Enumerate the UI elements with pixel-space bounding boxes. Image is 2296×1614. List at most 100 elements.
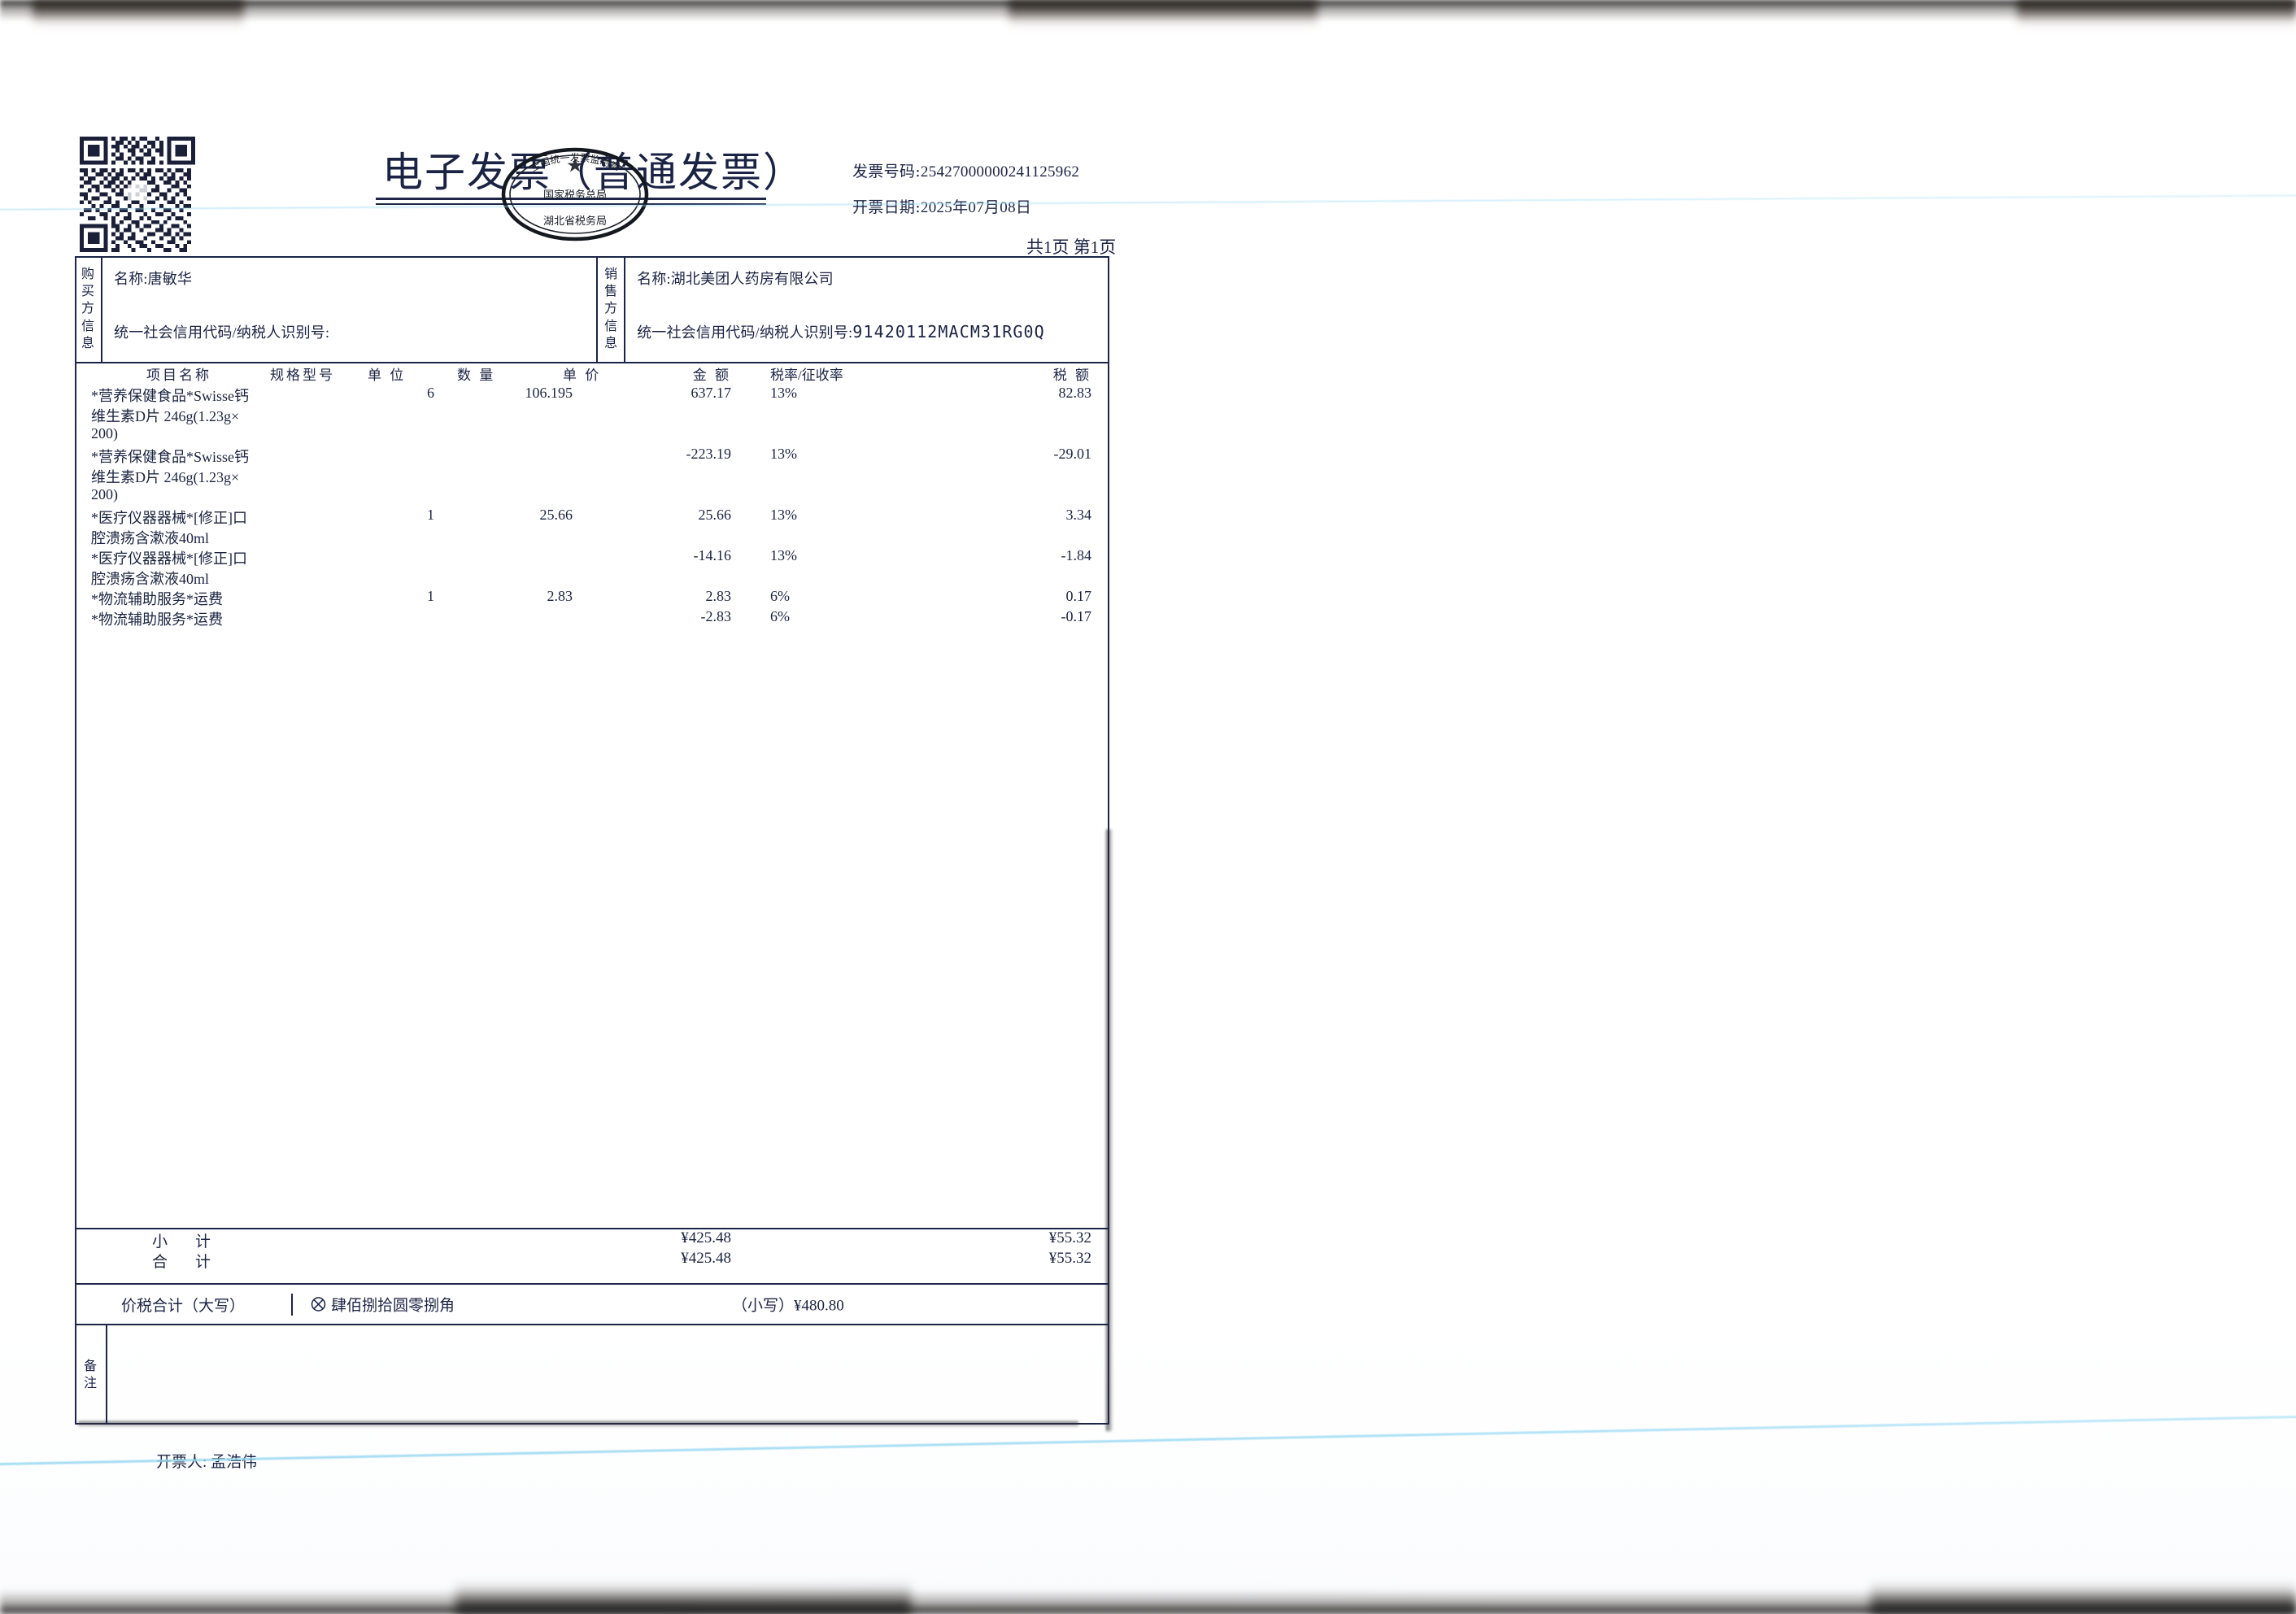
cell-item-name: *物流辅助服务*运费 (91, 591, 223, 607)
buyer-tax-line: 统一社会信用代码/纳税人识别号: (114, 321, 329, 342)
line-items-table: 项目名称 规格型号 单 位 数 量 单 价 金 额 税率/征收率 税 额 *营养… (75, 363, 1109, 1227)
party-information-row: 购 买 方 信 息 名称:唐敏华 统一社会信用代码/纳税人识别号: 销 售 方 … (75, 256, 1109, 363)
cell-tax: -0.17 (1061, 608, 1092, 624)
cell-price: 25.66 (539, 507, 573, 523)
table-row: 200) (75, 425, 1109, 446)
seller-tax-label: 统一社会信用代码/纳税人识别号: (637, 324, 853, 341)
cell-item-name: 200) (91, 425, 118, 442)
table-row: 腔溃疡含漱液40ml (75, 568, 1109, 588)
page-indicator: 共1页 第1页 (1026, 237, 1117, 257)
cell-rate: 6% (770, 608, 790, 624)
cell-tax: 0.17 (1065, 588, 1092, 604)
remark-row: 备 注 (75, 1325, 1109, 1425)
scan-shadow-right (1106, 829, 1113, 1431)
seller-tax-value: 91420112MACM31RG0Q (852, 322, 1045, 342)
cell-tax: 82.83 (1058, 385, 1092, 401)
buyer-name-label: 名称: (114, 271, 148, 287)
grand-total-body: 肆佰捌拾圆零捌角 （小写）¥480.80 (293, 1285, 1109, 1324)
buyer-side-label-c3: 方 (81, 302, 94, 316)
cell-item-name: *营养保健食品*Swisse钙 (91, 388, 250, 404)
subtotal-tax: ¥55.32 (1048, 1229, 1091, 1246)
table-row: 200) (75, 486, 1109, 507)
line-items-header: 项目名称 规格型号 单 位 数 量 单 价 金 额 税率/征收率 税 额 (75, 363, 1109, 385)
seller-side-label: 销 售 方 信 息 (598, 256, 626, 362)
cell-rate: 13% (770, 507, 797, 523)
table-row: *医疗仪器器械*[修正]口 -14.16 13% -1.84 (75, 547, 1109, 568)
col-header-price: 单 价 (563, 368, 602, 383)
table-row: *营养保健食品*Swisse钙 6 106.195 637.17 13% 82.83 (75, 385, 1109, 405)
crossed-circle-icon (311, 1297, 326, 1312)
seller-side-label-c3: 方 (604, 302, 618, 316)
seller-name-value: 湖北美团人药房有限公司 (670, 271, 834, 287)
cell-item-name: 维生素D片 246g(1.23g× (91, 469, 240, 485)
seller-name-label: 名称: (637, 271, 671, 287)
cell-item-name: 腔溃疡含漱液40ml (91, 571, 210, 587)
grand-total-numeric-wrap: （小写）¥480.80 (732, 1294, 844, 1316)
table-row: 腔溃疡含漱液40ml (75, 527, 1109, 547)
seller-tax-line: 统一社会信用代码/纳税人识别号:91420112MACM31RG0Q (637, 321, 1045, 342)
grand-total-row: 价税合计（大写） 肆佰捌拾圆零捌角 （小写）¥480.80 (75, 1283, 1109, 1325)
cell-tax: 3.34 (1065, 507, 1092, 523)
seller-side-label-c1: 销 (604, 268, 618, 282)
buyer-block: 购 买 方 信 息 名称:唐敏华 统一社会信用代码/纳税人识别号: (75, 256, 596, 362)
cell-item-name: *医疗仪器器械*[修正]口 (91, 510, 247, 526)
buyer-fields: 名称:唐敏华 统一社会信用代码/纳税人识别号: (102, 256, 596, 362)
seller-side-label-c5: 息 (604, 336, 618, 350)
scan-edge-artifact-bottom-right (1871, 1581, 2296, 1614)
invoice-date-line: 开票日期:2025年07月08日 (852, 195, 1031, 217)
scan-shadow-bottom (78, 1421, 1078, 1427)
cell-item-name: 维生素D片 246g(1.23g× (91, 408, 240, 424)
buyer-side-label-c2: 买 (81, 285, 94, 299)
table-row: 维生素D片 246g(1.23g× (75, 405, 1109, 425)
cell-rate: 13% (770, 385, 797, 401)
col-header-name: 项目名称 (146, 368, 211, 383)
cell-price: 106.195 (525, 385, 573, 401)
invoice-number-line: 发票号码:25427000000241125962 (852, 159, 1079, 181)
cell-rate: 6% (770, 588, 790, 604)
cell-item-name: 腔溃疡含漱液40ml (91, 530, 210, 546)
col-header-amount: 金 额 (692, 368, 731, 383)
scan-edge-artifact-bottom-left (455, 1581, 911, 1614)
invoice-number-value: 25427000000241125962 (920, 163, 1080, 181)
cell-amount: 25.66 (698, 507, 732, 523)
table-row: *物流辅助服务*运费 -2.83 6% -0.17 (75, 608, 1109, 629)
remark-value (107, 1325, 1109, 1425)
issuer-name: 孟浩伟 (211, 1454, 258, 1471)
qr-code[interactable] (80, 137, 195, 252)
invoice-date-label: 开票日期: (852, 198, 921, 216)
seller-fields: 名称:湖北美团人药房有限公司 统一社会信用代码/纳税人识别号:91420112M… (625, 256, 1109, 362)
issuer-label: 开票人: (156, 1454, 207, 1471)
remark-label: 备 注 (75, 1325, 107, 1425)
cell-rate: 13% (770, 547, 797, 563)
subtotal-label: 小计 (152, 1233, 239, 1251)
cell-amount: 2.83 (705, 588, 732, 604)
cell-item-name: *营养保健食品*Swisse钙 (91, 449, 250, 465)
buyer-side-label-c5: 息 (81, 336, 94, 350)
cell-qty: 1 (427, 507, 434, 523)
seller-name-line: 名称:湖北美团人药房有限公司 (637, 268, 834, 289)
cell-tax: -1.84 (1061, 547, 1092, 563)
grand-total-in-words: 肆佰捌拾圆零捌角 (331, 1297, 455, 1315)
buyer-side-label-c4: 信 (81, 319, 94, 333)
cell-amount: 637.17 (691, 385, 732, 401)
buyer-side-label-c1: 购 (81, 268, 94, 282)
table-row: 维生素D片 246g(1.23g× (75, 466, 1109, 486)
total-amount: ¥425.48 (681, 1250, 731, 1267)
cell-item-name: 200) (91, 486, 118, 502)
cell-item-name: *物流辅助服务*运费 (91, 611, 223, 628)
scan-edge-artifact-top-mid (1009, 0, 1318, 28)
grand-total-numeric: ¥480.80 (794, 1297, 844, 1315)
buyer-name-value: 唐敏华 (147, 271, 193, 287)
grand-total-words-wrap: 肆佰捌拾圆零捌角 (311, 1294, 455, 1316)
cell-qty: 6 (427, 385, 434, 401)
cell-tax: -29.01 (1053, 446, 1092, 462)
line-items-body: *营养保健食品*Swisse钙 6 106.195 637.17 13% 82.83 维生素… (75, 385, 1109, 629)
invoice-number-label: 发票号码: (852, 163, 921, 181)
table-row: *营养保健食品*Swisse钙 -223.19 13% -29.01 (75, 446, 1109, 466)
cell-rate: 13% (770, 446, 797, 462)
page-title: 电子发票（普通发票） (382, 149, 805, 196)
cell-price: 2.83 (547, 588, 573, 604)
cell-amount: -223.19 (686, 446, 732, 462)
subtotal-row: 小计 ¥425.48 ¥55.32 (75, 1229, 1109, 1251)
